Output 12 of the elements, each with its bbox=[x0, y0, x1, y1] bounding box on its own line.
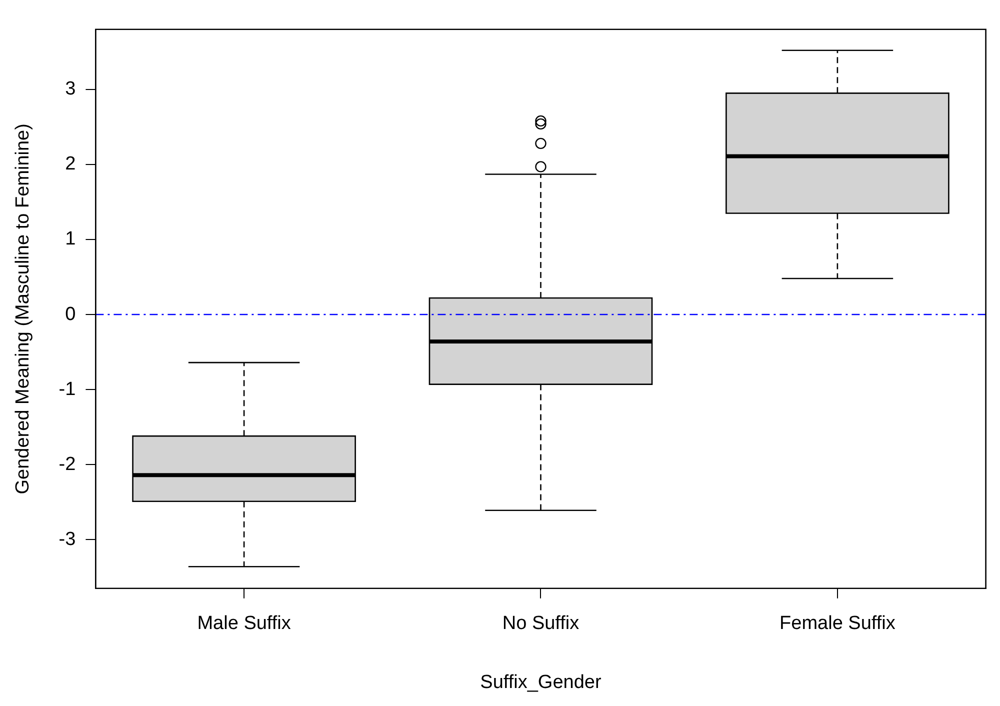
x-tick-label: Female Suffix bbox=[780, 613, 896, 634]
y-tick-label: -1 bbox=[58, 378, 76, 400]
x-tick-label: Male Suffix bbox=[197, 613, 292, 634]
x-axis-title: Suffix_Gender bbox=[480, 672, 602, 693]
y-axis-title: Gendered Meaning (Masculine to Feminine) bbox=[12, 124, 34, 494]
y-tick-label: 2 bbox=[65, 154, 76, 175]
y-tick-label: -2 bbox=[58, 454, 76, 475]
y-tick-label: -3 bbox=[58, 528, 76, 550]
y-tick-label: 0 bbox=[65, 304, 76, 325]
x-tick-label: No Suffix bbox=[502, 613, 580, 634]
y-tick-label: 1 bbox=[65, 228, 76, 250]
y-tick-label: 3 bbox=[65, 78, 76, 100]
